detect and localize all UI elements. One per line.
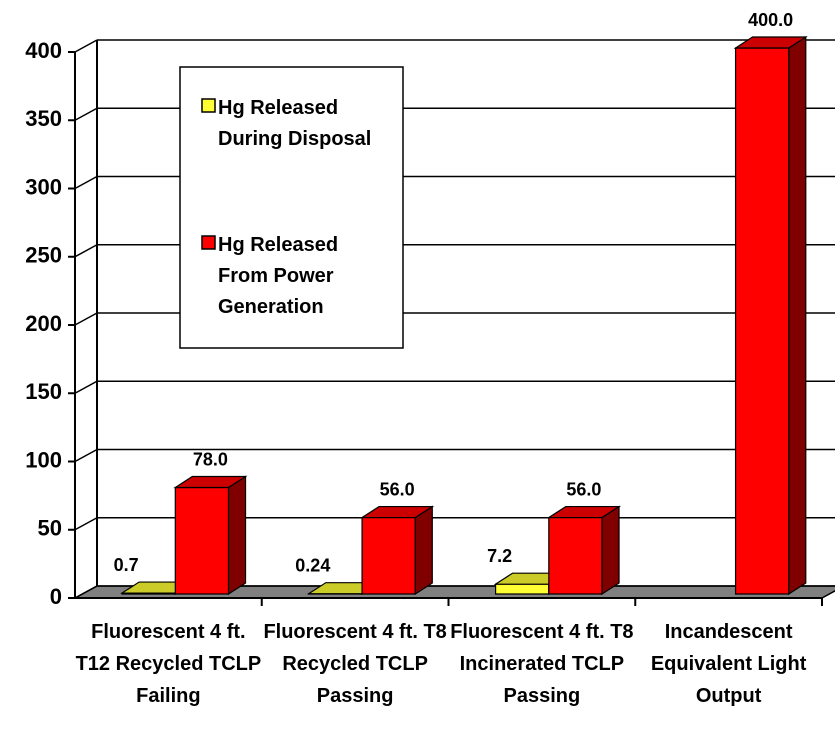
grid-depth <box>74 175 98 190</box>
bar-front <box>361 516 416 595</box>
grid-depth <box>74 448 98 463</box>
bar-top <box>173 475 248 489</box>
bar-top <box>546 505 622 519</box>
y-tick-label: 100 <box>25 447 62 472</box>
x-tick-label: Fluorescent 4 ft. T8 Incinerated TCLP Pa… <box>450 621 634 707</box>
bar-front <box>548 516 603 595</box>
y-tick-label: 200 <box>25 311 62 336</box>
bar-front <box>174 486 230 595</box>
bar-side <box>601 505 620 596</box>
value-label: 400.0 <box>748 10 793 30</box>
value-label: 0.7 <box>114 555 139 575</box>
grid-depth <box>74 312 98 326</box>
bar-side <box>788 35 807 596</box>
grid-depth <box>74 244 98 258</box>
bar-front <box>734 47 790 595</box>
bar <box>173 475 248 596</box>
x-tick-label: Fluorescent 4 ft. T12 Recycled TCLP Fail… <box>75 621 262 707</box>
legend-swatch <box>201 98 216 113</box>
bar <box>546 505 622 596</box>
grid-depth <box>74 517 98 531</box>
y-tick-label: 250 <box>25 243 62 268</box>
grid-depth <box>74 107 98 121</box>
bar-side <box>414 505 433 596</box>
bar-top <box>733 36 808 49</box>
bar-front <box>494 583 550 595</box>
bar-side <box>227 475 247 596</box>
y-tick-label: 350 <box>25 106 62 131</box>
y-tick-label: 50 <box>38 516 62 541</box>
legend-label: Hg Released From Power Generation <box>218 234 339 318</box>
grid-depth <box>74 380 98 394</box>
bar <box>360 505 435 596</box>
y-tick-label: 150 <box>25 379 62 404</box>
grid-depth <box>74 39 98 53</box>
x-tick-label: Incandescent Equivalent Light Output <box>650 621 807 707</box>
value-label: 7.2 <box>487 546 512 566</box>
legend-swatch <box>201 235 216 250</box>
legend-box <box>179 66 404 349</box>
value-label: 0.24 <box>295 555 330 575</box>
legend-label: Hg Released During Disposal <box>218 97 372 150</box>
y-tick-label: 300 <box>25 174 62 199</box>
bar-top <box>360 505 435 519</box>
value-label: 78.0 <box>193 449 228 469</box>
bar <box>733 35 808 596</box>
y-tick-label: 0 <box>50 584 62 609</box>
grid-depth <box>74 585 98 599</box>
value-label: 56.0 <box>566 479 601 499</box>
y-tick-label: 400 <box>25 38 62 63</box>
x-tick-label: Fluorescent 4 ft. T8 Recycled TCLP Passi… <box>263 621 447 707</box>
value-label: 56.0 <box>380 479 415 499</box>
